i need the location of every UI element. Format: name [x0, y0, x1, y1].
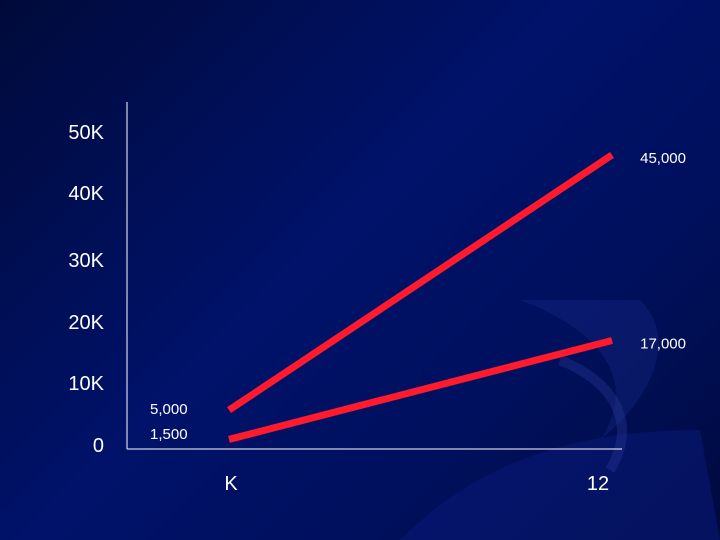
y-tick-label: 50K [68, 122, 104, 144]
series-lines [227, 151, 614, 443]
x-tick-label: 12 [587, 473, 609, 495]
y-tick-labels: 0 10K 20K 30K 40K 50K [68, 122, 104, 457]
y-tick-label: 30K [68, 250, 104, 272]
series-line [227, 151, 614, 414]
data-label: 1,500 [150, 426, 188, 443]
series-line [228, 337, 613, 443]
x-tick-label: K [224, 473, 238, 495]
y-tick-label: 40K [68, 183, 104, 205]
data-label: 17,000 [640, 336, 686, 353]
data-label: 5,000 [150, 401, 188, 418]
data-label: 45,000 [640, 150, 686, 167]
y-tick-label: 10K [68, 373, 104, 395]
data-labels: 5,000 45,000 1,500 17,000 [150, 150, 686, 443]
x-tick-labels: K 12 [224, 473, 609, 495]
y-tick-label: 20K [68, 312, 104, 334]
y-tick-label: 0 [93, 435, 104, 457]
